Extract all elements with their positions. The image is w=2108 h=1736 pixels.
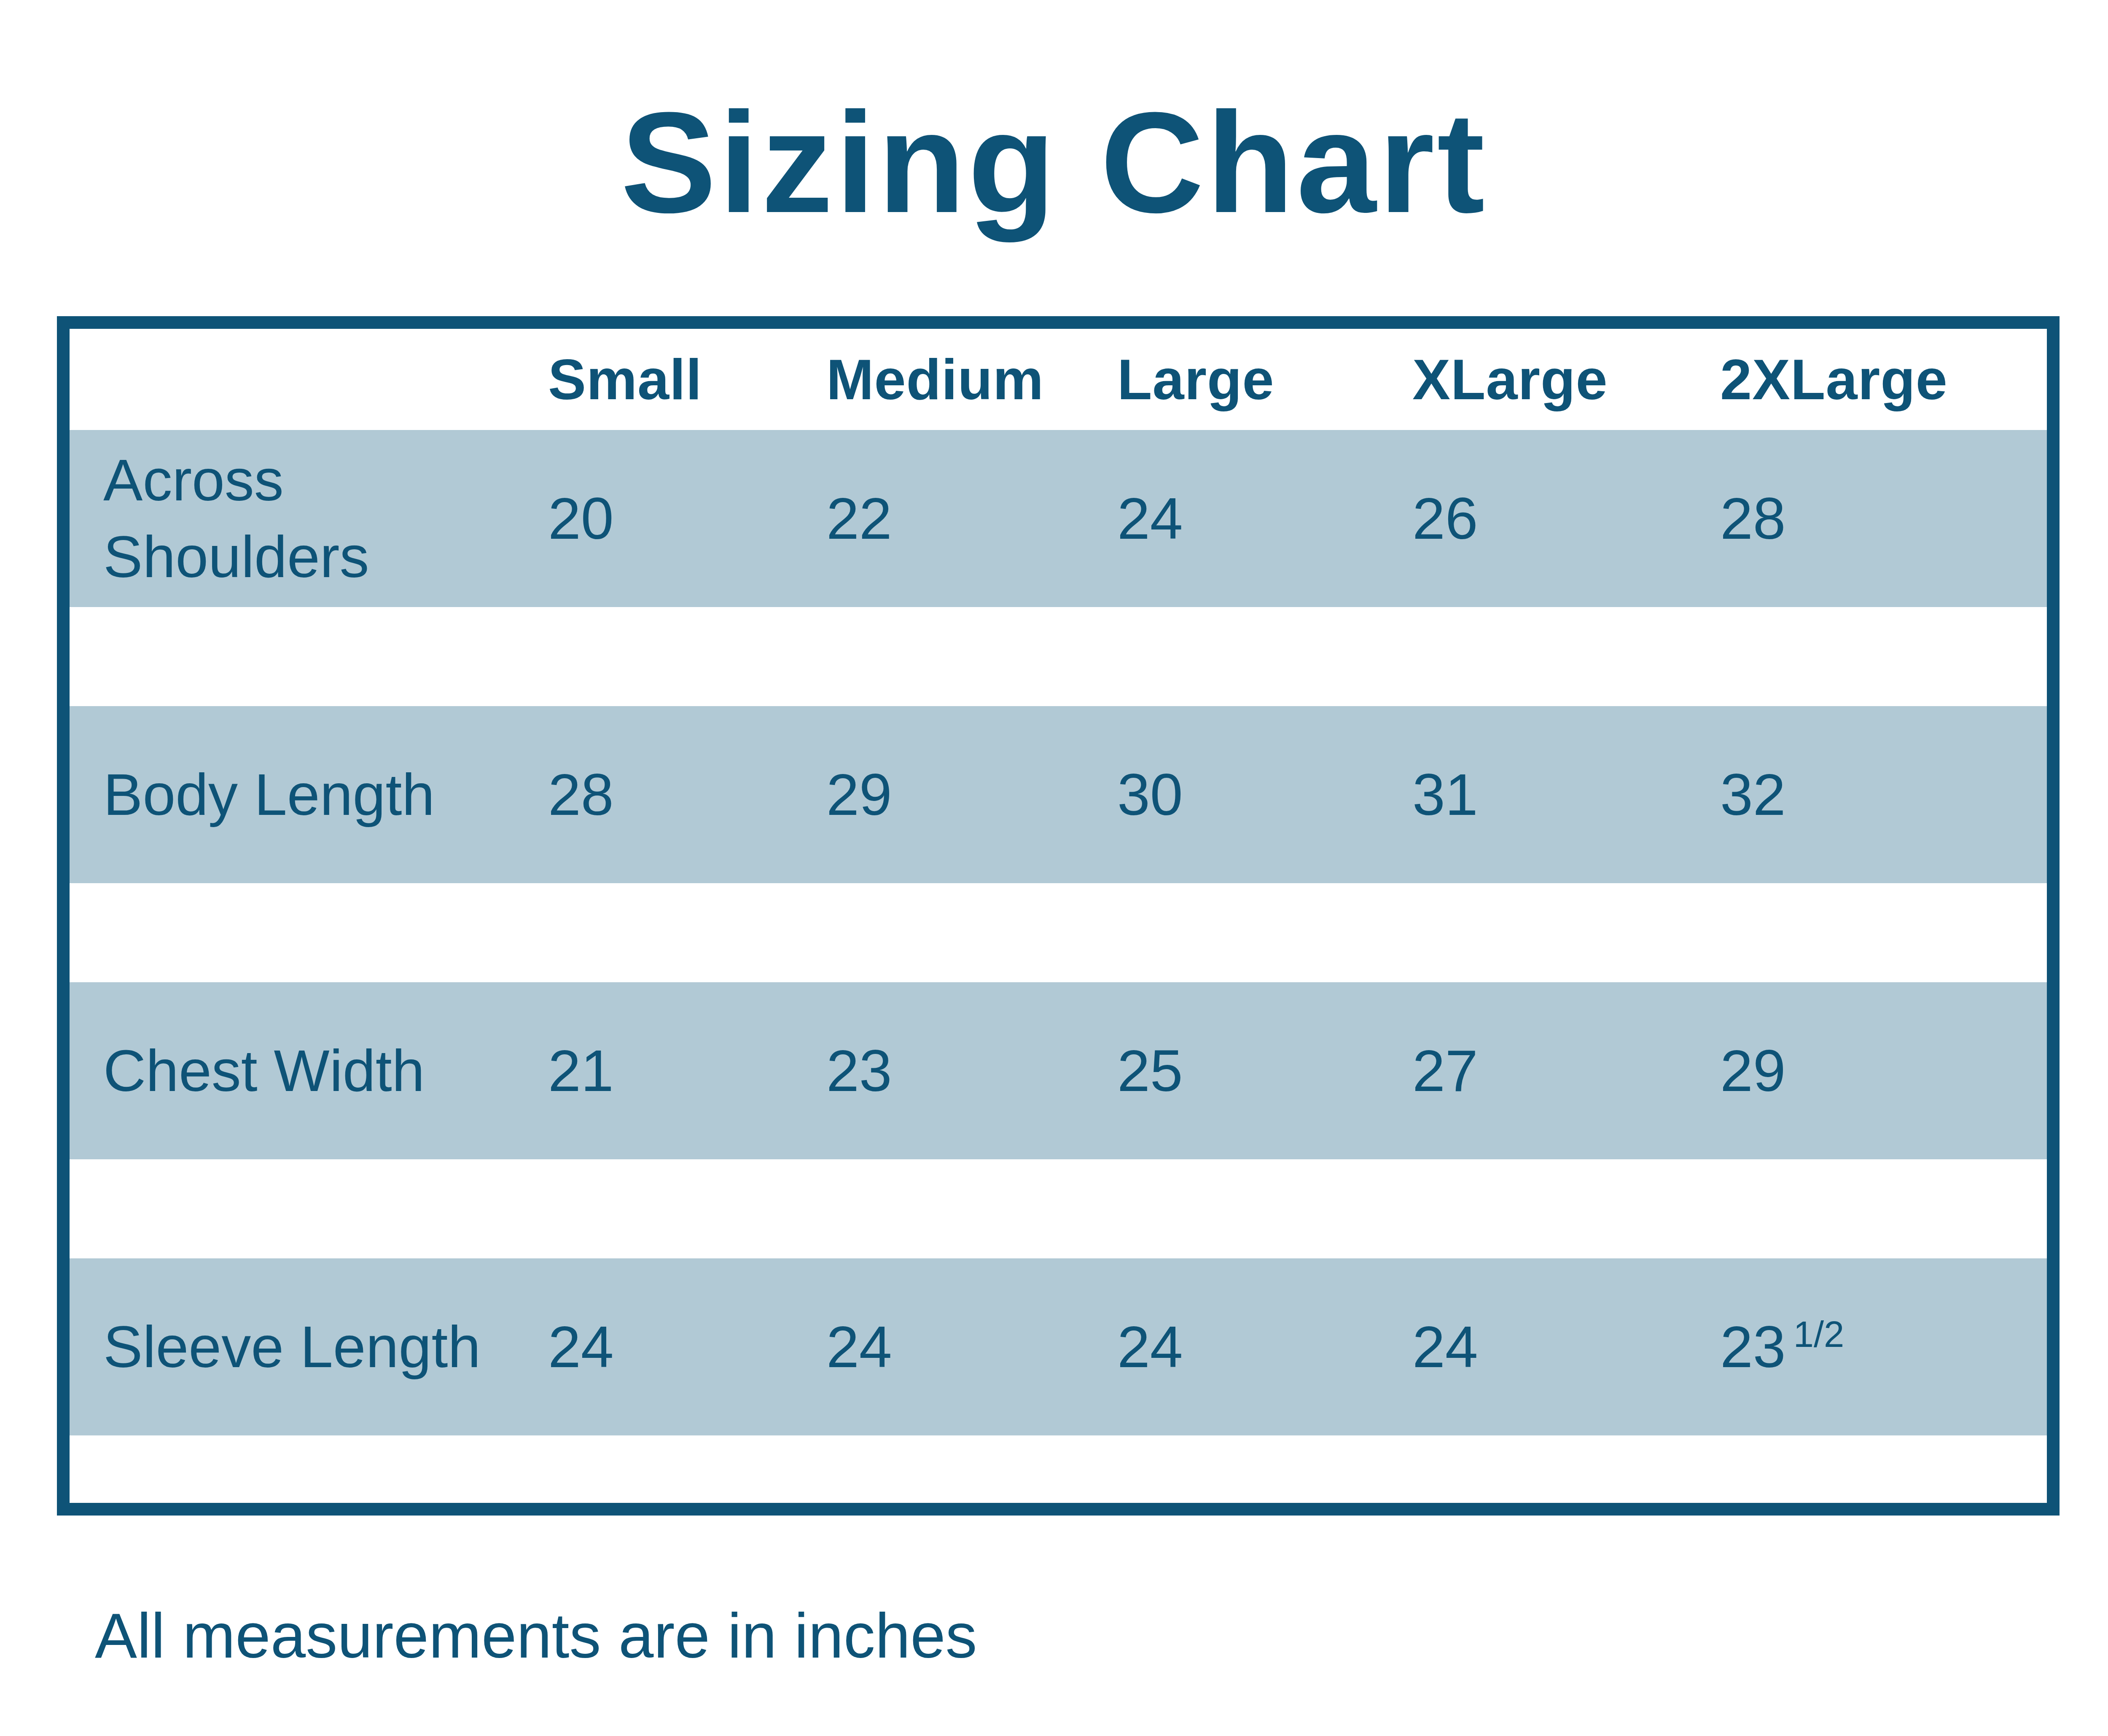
- row-label: Chest Width: [70, 1032, 548, 1109]
- table-cell: 30: [1117, 765, 1412, 824]
- column-header-small: Small: [548, 347, 826, 412]
- table-cell: 24: [1117, 489, 1412, 548]
- table-cell: 26: [1412, 489, 1720, 548]
- measurements-note: All measurements are in inches: [95, 1598, 977, 1674]
- table-cell: 25: [1117, 1041, 1412, 1100]
- column-header-medium: Medium: [826, 347, 1117, 412]
- table-row-body-length: Body Length 28 29 30 31 32: [70, 706, 2047, 883]
- table-cell: 29: [1720, 1041, 2047, 1100]
- table-cell: 21: [548, 1041, 826, 1100]
- table-cell: 23: [826, 1041, 1117, 1100]
- table-row-sleeve-length: Sleeve Length 24 24 24 24 231/2: [70, 1258, 2047, 1435]
- page-title: Sizing Chart: [0, 91, 2108, 234]
- table-cell: 24: [1117, 1317, 1412, 1376]
- row-spacer: [70, 1435, 2047, 1503]
- row-label: Sleeve Length: [70, 1309, 548, 1385]
- table-row-chest-width: Chest Width 21 23 25 27 29: [70, 982, 2047, 1159]
- table-cell: 28: [1720, 489, 2047, 548]
- table-row-across-shoulders: Across Shoulders 20 22 24 26 28: [70, 430, 2047, 607]
- row-spacer: [70, 1159, 2047, 1258]
- table-cell: 24: [826, 1317, 1117, 1376]
- table-cell: 22: [826, 489, 1117, 548]
- row-label: Across Shoulders: [70, 442, 548, 595]
- table-cell: 24: [1412, 1317, 1720, 1376]
- sizing-chart-page: Sizing Chart Small Medium Large XLarge 2…: [0, 0, 2108, 1736]
- value-fraction: 1/2: [1793, 1314, 1844, 1354]
- table-cell: 20: [548, 489, 826, 548]
- table-cell: 31: [1412, 765, 1720, 824]
- table-cell: 231/2: [1720, 1317, 2047, 1376]
- column-header-large: Large: [1117, 347, 1412, 412]
- table-cell: 29: [826, 765, 1117, 824]
- table-cell: 24: [548, 1317, 826, 1376]
- table-cell: 27: [1412, 1041, 1720, 1100]
- row-spacer: [70, 607, 2047, 706]
- table-header-row: Small Medium Large XLarge 2XLarge: [70, 329, 2047, 430]
- row-spacer: [70, 883, 2047, 982]
- column-header-xlarge: XLarge: [1412, 347, 1720, 412]
- table-cell: 32: [1720, 765, 2047, 824]
- sizing-table: Small Medium Large XLarge 2XLarge Across…: [57, 316, 2060, 1516]
- table-cell: 28: [548, 765, 826, 824]
- row-label: Body Length: [70, 756, 548, 833]
- column-header-2xlarge: 2XLarge: [1720, 347, 2047, 412]
- value-whole: 23: [1720, 1314, 1786, 1380]
